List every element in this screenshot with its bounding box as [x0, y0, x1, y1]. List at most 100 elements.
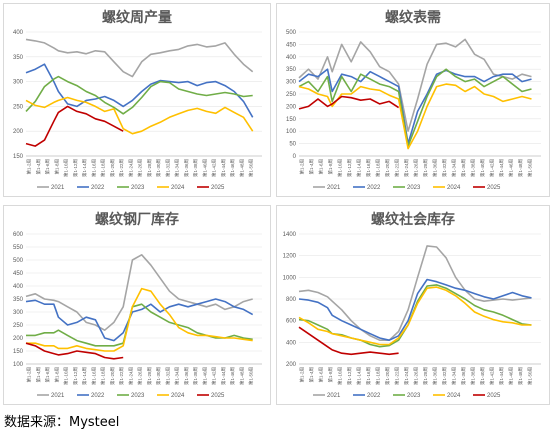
x-tick-label: 第1-24周	[403, 367, 410, 385]
x-tick-label: 第1-8周	[53, 367, 60, 383]
legend-label-2025: 2025	[487, 393, 501, 399]
x-tick-label: 第1-30周	[432, 159, 439, 177]
x-tick-label: 第1-6周	[318, 159, 325, 175]
x-tick-label: 第1-2周	[26, 159, 33, 175]
x-tick-label: 第1-14周	[81, 159, 88, 177]
x-tick-label: 第1-26周	[413, 159, 420, 177]
y-tick-label: 200	[13, 336, 24, 342]
x-tick-label: 第1-22周	[394, 159, 401, 177]
x-tick-label: 第1-24周	[127, 159, 134, 177]
x-tick-label: 第1-10周	[337, 159, 344, 177]
x-tick-label: 第1-8周	[327, 367, 334, 383]
chart-title: 螺纹钢厂库存	[95, 211, 179, 228]
x-tick-label: 第1-16周	[365, 159, 372, 177]
chart-title: 螺纹表需	[385, 9, 441, 26]
x-tick-label: 第1-36周	[183, 367, 190, 385]
y-tick-label: 450	[286, 42, 297, 48]
y-tick-label: 300	[13, 80, 24, 86]
y-tick-label: 300	[13, 310, 24, 316]
x-tick-label: 第1-46周	[508, 159, 515, 177]
legend-label-2022: 2022	[367, 393, 381, 399]
x-tick-label: 第1-48周	[238, 159, 245, 177]
x-tick-label: 第1-16周	[90, 159, 97, 177]
x-tick-label: 第1-28周	[422, 367, 429, 385]
x-tick-label: 第1-32周	[441, 159, 448, 177]
y-tick-label: 100	[13, 362, 24, 368]
series-line-2021	[298, 245, 532, 341]
legend-label-2023: 2023	[131, 393, 145, 399]
x-tick-label: 第1-44周	[220, 367, 227, 385]
y-tick-label: 600	[13, 232, 24, 238]
y-tick-label: 50	[289, 142, 296, 148]
x-tick-label: 第1-22周	[394, 367, 401, 385]
x-tick-label: 第1-18周	[375, 367, 382, 385]
y-tick-label: 400	[286, 55, 297, 61]
y-tick-label: 1000	[283, 275, 297, 281]
legend-label-2025: 2025	[211, 185, 225, 191]
x-tick-label: 第1-46周	[229, 159, 236, 177]
x-tick-label: 第1-14周	[81, 367, 88, 385]
legend-label-2021: 2021	[327, 185, 341, 191]
y-tick-label: 150	[13, 349, 24, 355]
y-tick-label: 350	[13, 55, 24, 61]
x-tick-label: 第1-22周	[118, 159, 125, 177]
x-tick-label: 第1-44周	[498, 367, 505, 385]
x-tick-label: 第1-28周	[422, 159, 429, 177]
x-tick-label: 第1-4周	[35, 159, 42, 175]
series-line-2021	[25, 254, 253, 331]
series-line-2025	[298, 95, 400, 110]
legend-label-2021: 2021	[327, 393, 341, 399]
legend-label-2024: 2024	[171, 185, 185, 191]
x-tick-label: 第1-38周	[470, 159, 477, 177]
x-tick-label: 第1-34周	[174, 367, 181, 385]
chart-panel-mill-inventory: 螺纹钢厂库存 100 150 200 250 300 350 400 450 500 550 600 第…	[3, 205, 271, 405]
x-tick-label: 第1-26周	[413, 367, 420, 385]
y-tick-label: 200	[286, 362, 297, 368]
x-tick-label: 第1-40周	[479, 367, 486, 385]
series-line-2024	[25, 96, 254, 135]
x-tick-label: 第1-50周	[248, 367, 255, 385]
chart-svg-mill-inventory: 螺纹钢厂库存 100 150 200 250 300 350 400 450 500 550 600 第…	[13, 211, 262, 399]
x-tick-label: 第1-18周	[375, 159, 382, 177]
legend-label-2023: 2023	[407, 393, 421, 399]
x-tick-label: 第1-30周	[155, 367, 162, 385]
x-tick-label: 第1-24周	[127, 367, 134, 385]
x-tick-label: 第1-42周	[489, 159, 496, 177]
series-line-2022	[298, 278, 532, 341]
x-tick-label: 第1-10周	[337, 367, 344, 385]
x-tick-label: 第1-36周	[183, 159, 190, 177]
series-line-2023	[298, 68, 532, 147]
series-line-2023	[25, 75, 253, 115]
x-tick-label: 第1-34周	[451, 367, 458, 385]
y-tick-label: 400	[13, 284, 24, 290]
x-tick-label: 第1-10周	[63, 159, 70, 177]
legend-label-2024: 2024	[171, 393, 185, 399]
y-tick-label: 600	[286, 319, 297, 325]
legend-label-2024: 2024	[447, 393, 461, 399]
x-tick-label: 第1-22周	[118, 367, 125, 385]
x-tick-label: 第1-42周	[211, 367, 218, 385]
x-tick-label: 第1-36周	[460, 159, 467, 177]
x-tick-label: 第1-42周	[489, 367, 496, 385]
x-tick-label: 第1-32周	[164, 367, 171, 385]
x-tick-label: 第1-12周	[72, 159, 79, 177]
x-tick-label: 第1-4周	[308, 367, 315, 383]
x-tick-label: 第1-14周	[356, 159, 363, 177]
x-tick-label: 第1-48周	[517, 367, 524, 385]
x-tick-label: 第1-2周	[299, 367, 306, 383]
x-tick-label: 第1-28周	[146, 367, 153, 385]
series-line-2024	[298, 83, 532, 150]
y-tick-label: 300	[286, 80, 297, 86]
y-tick-label: 500	[286, 30, 297, 36]
x-tick-label: 第1-50周	[527, 159, 534, 177]
x-tick-label: 第1-8周	[53, 159, 60, 175]
y-tick-label: 0	[293, 154, 297, 160]
y-tick-label: 450	[13, 271, 24, 277]
chart-title: 螺纹社会库存	[371, 211, 455, 228]
series-line-2022	[25, 63, 254, 118]
legend-label-2022: 2022	[91, 185, 105, 191]
y-tick-label: 400	[13, 30, 24, 36]
y-tick-label: 250	[13, 104, 24, 110]
series-line-2024	[298, 286, 532, 346]
